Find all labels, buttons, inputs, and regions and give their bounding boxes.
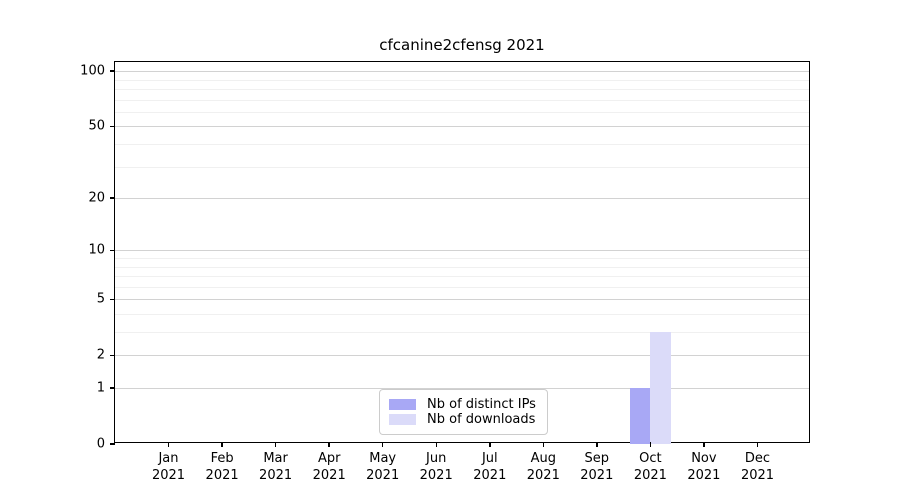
minor-gridline-30 (115, 166, 809, 168)
x-tick-mark-jan (167, 442, 170, 447)
minor-gridline-8 (115, 266, 809, 268)
x-tick-label-sep: Sep 2021 (580, 451, 614, 483)
x-tick-label-jul: Jul 2021 (473, 451, 507, 483)
x-tick-mark-oct (649, 442, 652, 447)
x-tick-label-oct: Oct 2021 (633, 451, 667, 483)
y-tick-label-10: 10 (88, 242, 105, 258)
minor-gridline-9 (115, 257, 809, 259)
bar-nb-of-downloads-oct (650, 332, 671, 444)
x-tick-label-dec: Dec 2021 (740, 451, 775, 483)
legend-item-nb-of-downloads: Nb of downloads (389, 412, 538, 427)
x-tick-mark-mar (274, 442, 277, 447)
y-tick-mark-50 (110, 125, 115, 127)
y-tick-mark-1 (110, 387, 115, 389)
major-gridline-100 (115, 71, 809, 73)
chart-title: cfcanine2cfensg 2021 (379, 36, 545, 54)
x-tick-mark-aug (542, 442, 545, 447)
y-tick-mark-2 (110, 354, 115, 356)
y-tick-label-5: 5 (96, 291, 105, 307)
major-gridline-5 (115, 299, 809, 301)
x-tick-mark-may (381, 442, 384, 447)
minor-gridline-7 (115, 276, 809, 277)
legend-swatch-nb-of-downloads (389, 414, 416, 425)
minor-gridline-4 (115, 313, 809, 315)
legend-label-nb-of-distinct-ips: Nb of distinct IPs (427, 397, 536, 412)
x-tick-mark-feb (221, 442, 223, 447)
y-tick-mark-100 (110, 70, 115, 72)
y-tick-mark-20 (110, 197, 115, 199)
x-tick-label-mar: Mar 2021 (259, 451, 293, 483)
y-tick-label-20: 20 (88, 190, 105, 206)
plot-area: 0 1 2 5 10 20 50 100 Jan 2021 Feb 2021 Mar 2021 Apr 20… (80, 61, 810, 483)
x-tick-mark-apr (328, 442, 330, 447)
y-tick-mark-10 (110, 249, 115, 251)
x-tick-label-nov: Nov 2021 (687, 451, 721, 483)
major-gridline-50 (115, 126, 809, 128)
major-gridline-10 (115, 250, 809, 252)
x-tick-mark-jun (435, 442, 437, 447)
major-gridline-20 (115, 198, 809, 199)
legend-swatch-nb-of-distinct-ips (389, 399, 416, 410)
bar-nb-of-distinct-ips-oct (629, 388, 651, 444)
x-tick-label-aug: Aug 2021 (526, 451, 560, 483)
y-tick-mark-5 (110, 298, 115, 300)
minor-gridline-40 (115, 143, 809, 145)
y-tick-label-1: 1 (96, 380, 105, 396)
legend-label-nb-of-downloads: Nb of downloads (427, 412, 536, 427)
minor-gridline-70 (115, 99, 809, 101)
x-tick-label-may: May 2021 (366, 451, 400, 483)
x-tick-mark-sep (596, 442, 598, 447)
y-tick-label-0: 0 (96, 436, 105, 452)
x-tick-label-jan: Jan 2021 (151, 451, 186, 483)
x-tick-label-feb: Feb 2021 (205, 451, 239, 483)
y-tick-label-2: 2 (96, 347, 105, 363)
x-tick-mark-jul (489, 442, 491, 447)
major-gridline-1 (115, 388, 809, 389)
y-tick-label-50: 50 (88, 118, 105, 134)
minor-gridline-3 (115, 332, 809, 333)
x-tick-mark-dec (756, 442, 759, 447)
minor-gridline-90 (115, 79, 809, 81)
y-tick-mark-0 (110, 443, 115, 445)
x-tick-label-apr: Apr 2021 (312, 451, 346, 483)
legend-item-nb-of-distinct-ips: Nb of distinct IPs (389, 397, 538, 412)
minor-gridline-80 (115, 88, 809, 90)
major-gridline-2 (115, 355, 809, 357)
minor-gridline-6 (115, 286, 809, 288)
minor-gridline-60 (115, 111, 809, 113)
x-tick-label-jun: Jun 2021 (419, 451, 453, 483)
y-tick-label-100: 100 (80, 63, 105, 79)
x-tick-mark-nov (703, 442, 705, 447)
legend: Nb of distinct IPs Nb of downloads (379, 389, 548, 435)
